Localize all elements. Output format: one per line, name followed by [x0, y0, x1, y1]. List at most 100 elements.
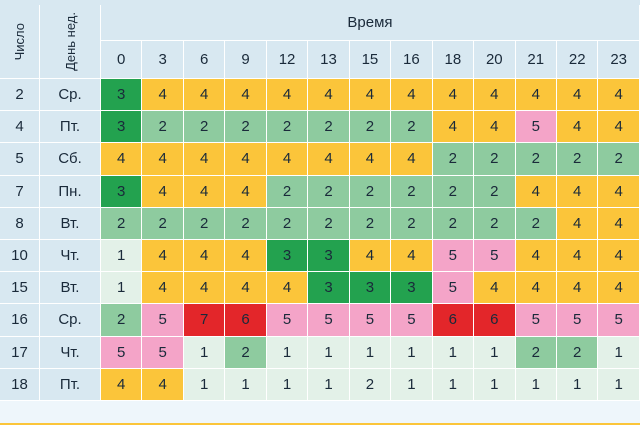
- index-cell: 3: [391, 272, 433, 305]
- index-cell: 3: [266, 239, 309, 273]
- index-cell: 4: [474, 272, 516, 305]
- index-cell: 4: [556, 239, 599, 273]
- header-time: Время: [101, 5, 640, 41]
- index-cell: 2: [266, 175, 309, 208]
- index-cell: 4: [225, 79, 267, 112]
- index-cell: 2: [183, 207, 226, 240]
- hour-header: 9: [225, 41, 267, 79]
- index-cell: 2: [142, 207, 184, 240]
- index-cell: 1: [474, 368, 516, 401]
- index-cell: 2: [266, 207, 309, 240]
- bottom-strip: [0, 423, 640, 425]
- index-cell: 4: [142, 239, 184, 273]
- index-cell: 4: [556, 111, 599, 144]
- index-cell: 5: [515, 304, 557, 337]
- index-cell: 2: [225, 336, 267, 369]
- index-cell: 1: [308, 368, 350, 401]
- row-date: 5: [0, 143, 40, 176]
- index-cell: 2: [474, 143, 516, 176]
- index-cell: 1: [598, 368, 640, 401]
- index-cell: 1: [349, 336, 392, 369]
- index-cell: 4: [142, 272, 184, 305]
- index-cell: 4: [432, 79, 475, 112]
- header-number: Число: [0, 5, 40, 79]
- index-cell: 1: [101, 272, 143, 305]
- row-weekday: Чт.: [40, 239, 101, 273]
- index-cell: 2: [101, 207, 143, 240]
- index-cell: 4: [391, 79, 433, 112]
- index-cell: 2: [515, 143, 557, 176]
- index-cell: 1: [598, 336, 640, 369]
- top-strip: [0, 0, 640, 5]
- index-cell: 2: [349, 207, 392, 240]
- row-date: 16: [0, 304, 40, 337]
- index-cell: 4: [225, 175, 267, 208]
- row-date: 7: [0, 175, 40, 208]
- index-cell: 2: [515, 207, 557, 240]
- index-cell: 4: [142, 368, 184, 401]
- hour-header: 15: [349, 41, 392, 79]
- index-cell: 4: [391, 143, 433, 176]
- index-cell: 1: [515, 368, 557, 401]
- index-cell: 1: [101, 239, 143, 273]
- index-cell: 2: [308, 175, 350, 208]
- index-cell: 1: [391, 336, 433, 369]
- header-time-label: Время: [347, 14, 393, 31]
- index-cell: 4: [598, 175, 640, 208]
- index-cell: 1: [183, 336, 226, 369]
- index-cell: 1: [391, 368, 433, 401]
- index-cell: 5: [142, 304, 184, 337]
- index-cell: 4: [349, 143, 392, 176]
- row-weekday: Пт.: [40, 111, 101, 144]
- index-cell: 5: [101, 336, 143, 369]
- index-cell: 2: [556, 336, 599, 369]
- index-cell: 4: [266, 79, 309, 112]
- index-cell: 1: [432, 336, 475, 369]
- index-cell: 3: [308, 239, 350, 273]
- index-cell: 3: [101, 111, 143, 144]
- row-date: 15: [0, 272, 40, 305]
- index-cell: 1: [432, 368, 475, 401]
- index-cell: 6: [474, 304, 516, 337]
- index-cell: 2: [391, 175, 433, 208]
- index-cell: 4: [308, 79, 350, 112]
- index-cell: 6: [225, 304, 267, 337]
- hour-header: 13: [308, 41, 350, 79]
- index-cell: 2: [474, 175, 516, 208]
- index-cell: 5: [556, 304, 599, 337]
- index-cell: 2: [598, 143, 640, 176]
- index-cell: 1: [266, 336, 309, 369]
- index-cell: 2: [308, 207, 350, 240]
- row-weekday: Вт.: [40, 207, 101, 240]
- index-cell: 4: [515, 79, 557, 112]
- hour-header: 21: [515, 41, 557, 79]
- index-cell: 4: [142, 175, 184, 208]
- index-cell: 3: [349, 272, 392, 305]
- index-cell: 5: [266, 304, 309, 337]
- row-weekday: Ср.: [40, 304, 101, 337]
- index-cell: 4: [349, 239, 392, 273]
- index-cell: 4: [556, 79, 599, 112]
- index-cell: 1: [308, 336, 350, 369]
- header-weekday-label: День нед.: [62, 12, 78, 71]
- row-weekday: Ср.: [40, 79, 101, 112]
- index-cell: 4: [556, 272, 599, 305]
- row-weekday: Сб.: [40, 143, 101, 176]
- index-cell: 4: [432, 111, 475, 144]
- index-cell: 4: [225, 143, 267, 176]
- row-date: 8: [0, 207, 40, 240]
- index-cell: 4: [598, 79, 640, 112]
- index-cell: 1: [266, 368, 309, 401]
- index-cell: 4: [266, 272, 309, 305]
- index-cell: 2: [474, 207, 516, 240]
- index-cell: 2: [432, 207, 475, 240]
- index-cell: 4: [101, 143, 143, 176]
- index-cell: 3: [101, 175, 143, 208]
- row-weekday: Вт.: [40, 272, 101, 305]
- index-cell: 4: [183, 272, 226, 305]
- index-cell: 2: [349, 111, 392, 144]
- index-cell: 4: [142, 143, 184, 176]
- hour-header: 22: [556, 41, 599, 79]
- index-cell: 5: [598, 304, 640, 337]
- hour-header: 12: [266, 41, 309, 79]
